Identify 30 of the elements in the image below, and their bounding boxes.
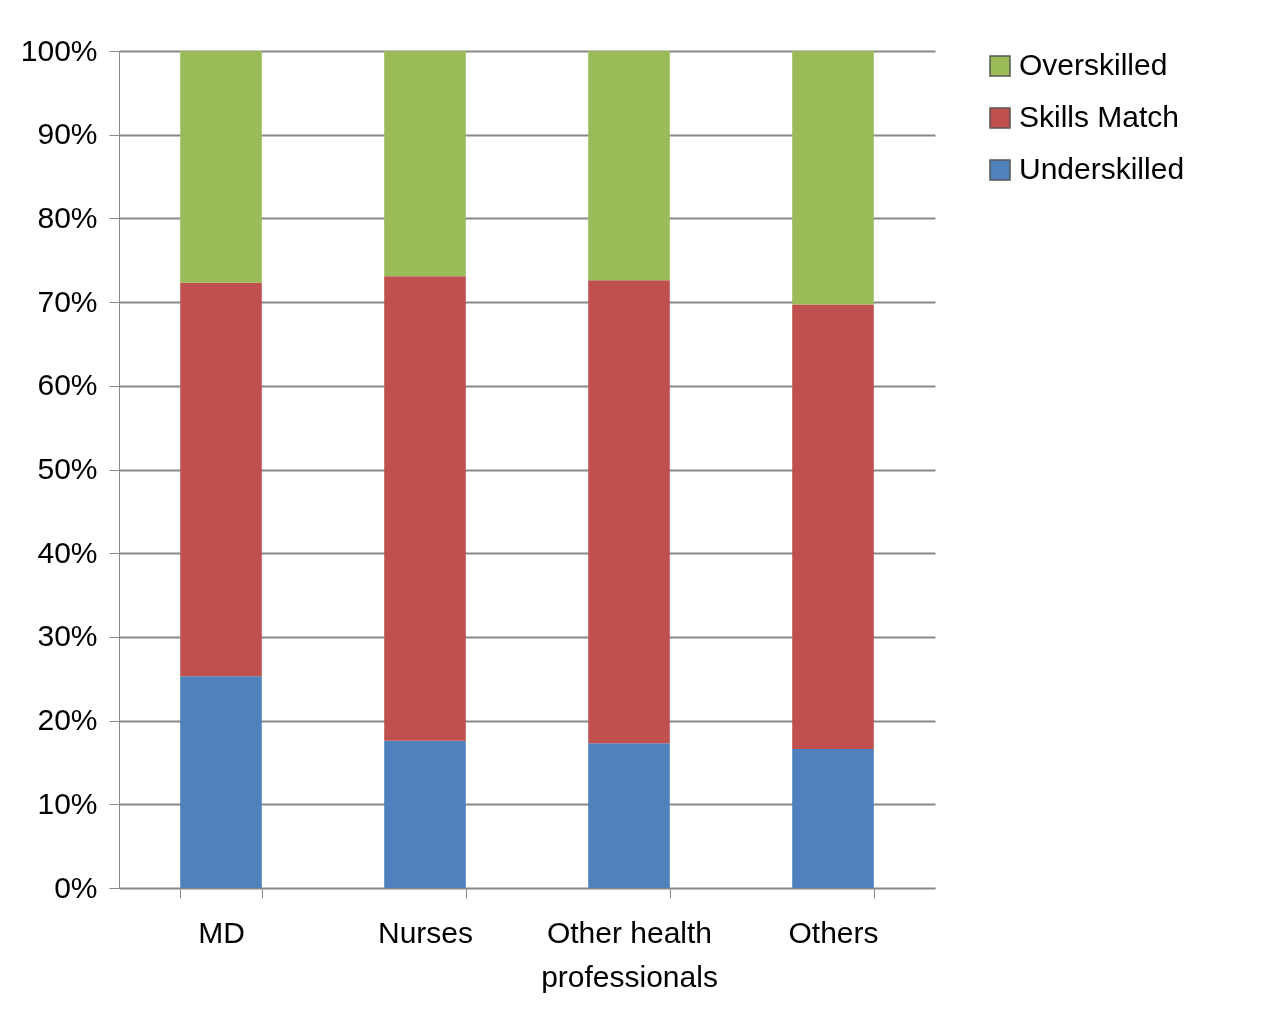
- y-tick-label: 70%: [37, 284, 98, 318]
- y-tick-label: 30%: [37, 619, 98, 653]
- y-tick-label: 80%: [37, 200, 98, 234]
- y-tick-label: 20%: [37, 703, 98, 737]
- bar: [180, 676, 262, 888]
- bar: [792, 51, 874, 305]
- x-tick-label: Other health professionals: [541, 915, 718, 993]
- bar: [384, 276, 466, 741]
- bar: [180, 51, 262, 283]
- bar: [384, 740, 466, 888]
- bar: [792, 749, 874, 888]
- y-tick-label: 40%: [37, 535, 98, 569]
- bar: [384, 51, 466, 277]
- bar: [180, 282, 262, 677]
- x-tick-label: Nurses: [377, 915, 474, 949]
- legend-label: Skills Match: [1019, 100, 1180, 133]
- y-tick-label: 60%: [37, 368, 98, 402]
- y-tick-label: 90%: [37, 117, 98, 151]
- bar: [588, 743, 670, 888]
- bar: [588, 51, 670, 281]
- x-tick-label: Others: [788, 915, 879, 949]
- x-tick-label: MD: [198, 915, 245, 949]
- y-tick-label: 10%: [37, 786, 98, 820]
- bar: [792, 304, 874, 750]
- legend-label: Underskilled: [1019, 152, 1185, 185]
- y-tick-label: 0%: [54, 870, 98, 904]
- legend-label: Overskilled: [1019, 48, 1168, 81]
- y-tick-label: 50%: [37, 452, 98, 485]
- y-tick-label: 100%: [20, 33, 98, 67]
- bar: [588, 280, 670, 744]
